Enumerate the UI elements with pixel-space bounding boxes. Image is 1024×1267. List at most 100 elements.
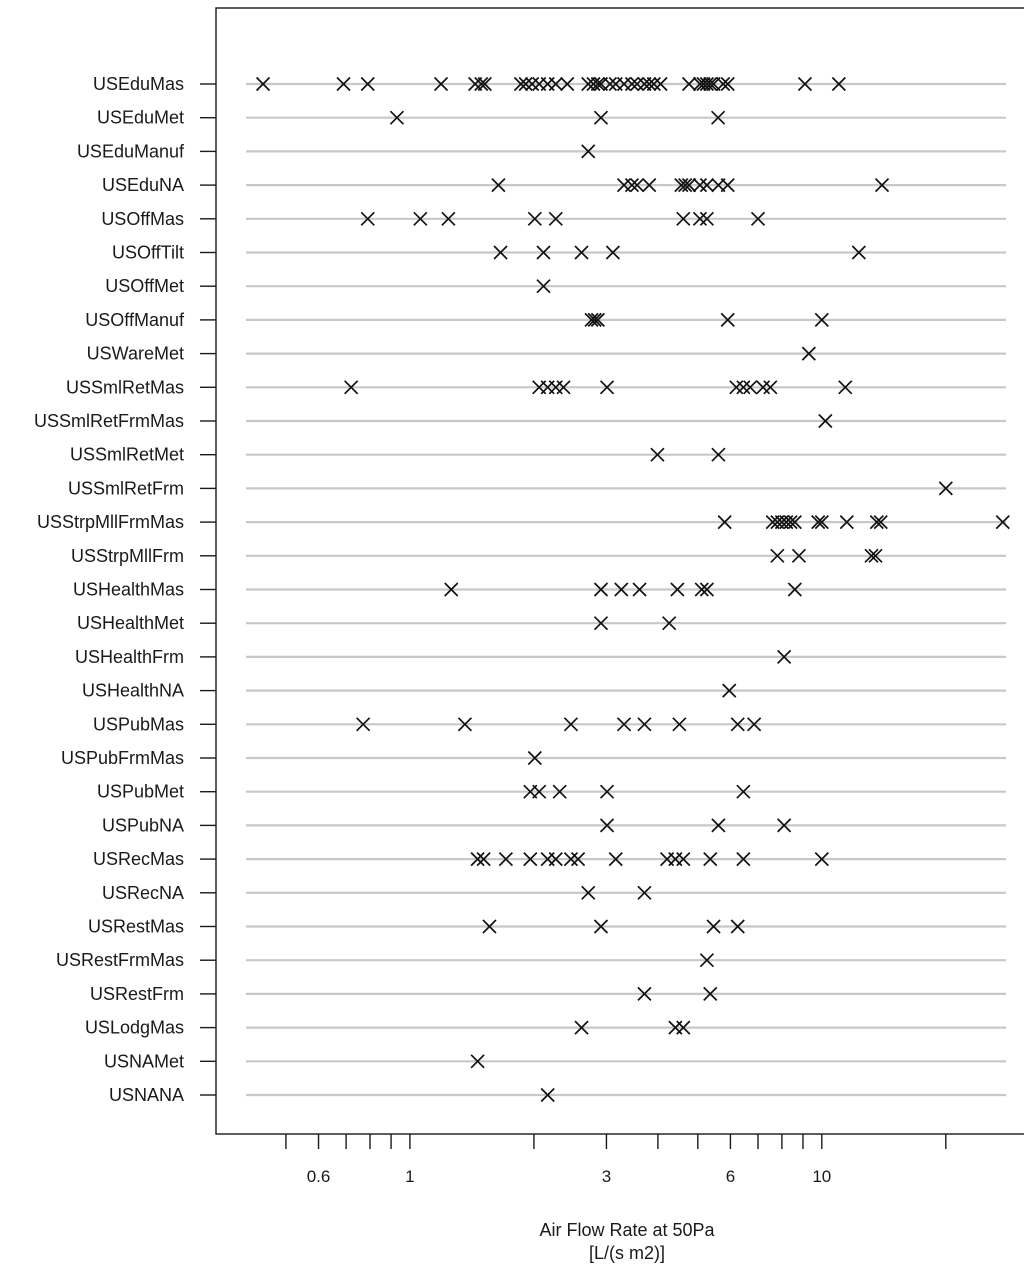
data-point	[676, 211, 691, 226]
data-point	[720, 312, 735, 328]
category-label: USRecNA	[102, 883, 184, 903]
data-point	[570, 851, 586, 867]
data-point	[624, 76, 640, 92]
data-point	[703, 76, 718, 92]
data-point	[637, 986, 652, 1002]
data-point	[868, 548, 883, 563]
data-point	[696, 76, 711, 92]
data-point	[642, 177, 657, 193]
data-point	[556, 380, 571, 395]
data-point	[491, 177, 506, 193]
data-point	[344, 380, 359, 395]
data-point	[637, 717, 652, 732]
data-point	[736, 784, 751, 799]
data-point	[574, 1020, 589, 1035]
data-point	[763, 380, 778, 395]
data-point	[563, 717, 579, 732]
category-label: USSmlRetFrmMas	[34, 411, 184, 431]
data-point	[699, 76, 714, 92]
category-label: USHealthFrm	[75, 647, 184, 667]
data-point	[642, 76, 657, 92]
data-point	[711, 818, 726, 833]
data-point	[873, 514, 888, 530]
data-point	[797, 76, 813, 92]
category-label: USNAMet	[104, 1051, 184, 1071]
category-label: USEduManuf	[77, 141, 185, 161]
data-point	[593, 110, 609, 125]
data-point	[608, 851, 623, 867]
data-point	[755, 380, 771, 395]
category-label: USHealthNA	[82, 681, 184, 701]
category-label: USRestMas	[88, 917, 184, 937]
data-point	[470, 1054, 485, 1069]
data-point	[864, 548, 879, 563]
data-point	[703, 986, 718, 1002]
data-point	[692, 177, 708, 193]
data-point	[650, 447, 665, 462]
data-point	[692, 76, 708, 92]
data-point	[536, 245, 551, 260]
data-point	[525, 76, 540, 92]
data-point	[593, 919, 609, 934]
data-point	[699, 953, 714, 968]
data-point	[678, 177, 693, 193]
data-point	[777, 649, 792, 665]
data-point	[869, 514, 884, 530]
plot-frame	[215, 7, 1024, 1135]
data-point	[548, 211, 563, 226]
data-point	[716, 76, 731, 92]
data-point	[653, 76, 668, 92]
data-point	[720, 76, 735, 92]
data-point	[584, 312, 599, 328]
category-label: USEduMas	[93, 74, 184, 94]
data-point	[476, 851, 491, 867]
data-point	[470, 851, 485, 867]
data-point	[811, 514, 826, 530]
data-point	[493, 245, 508, 260]
data-point	[389, 110, 405, 125]
data-point	[574, 245, 589, 260]
data-point	[498, 851, 513, 867]
data-point	[527, 211, 542, 226]
data-point	[703, 851, 718, 867]
category-label: USEduMet	[97, 108, 184, 128]
data-point	[814, 514, 829, 530]
category-label: USHealthMet	[77, 613, 184, 633]
category-label: USPubMet	[97, 782, 184, 802]
data-point	[413, 211, 428, 226]
category-label: USLodgMas	[85, 1018, 184, 1038]
x-axis-title: Air Flow Rate at 50Pa	[539, 1220, 715, 1240]
x-axis-unit: [L/(s m2)]	[589, 1243, 665, 1263]
data-point	[783, 514, 798, 530]
data-point	[599, 818, 615, 833]
x-tick-label: 0.6	[307, 1167, 331, 1186]
data-point	[692, 211, 708, 226]
data-point	[605, 245, 620, 260]
data-point	[722, 683, 737, 698]
data-point	[590, 76, 605, 92]
data-point	[801, 346, 816, 361]
data-point	[839, 514, 854, 530]
category-label: USPubFrmMas	[61, 748, 184, 768]
category-label: USSmlRetMet	[70, 445, 184, 465]
data-markers	[255, 76, 1010, 1103]
data-point	[730, 717, 745, 732]
data-point	[787, 582, 802, 597]
category-label: USOffManuf	[85, 310, 185, 330]
data-point	[874, 177, 890, 193]
data-point	[532, 784, 547, 799]
data-point	[699, 177, 714, 193]
data-point	[777, 818, 792, 833]
data-point	[672, 717, 687, 732]
data-point	[787, 514, 802, 530]
data-point	[624, 177, 640, 193]
data-point	[548, 76, 563, 92]
data-point	[614, 582, 629, 597]
data-point	[699, 211, 714, 226]
data-point	[587, 312, 602, 328]
data-point	[676, 851, 691, 867]
data-point	[441, 211, 456, 226]
data-point	[851, 245, 866, 260]
data-point	[632, 582, 647, 597]
